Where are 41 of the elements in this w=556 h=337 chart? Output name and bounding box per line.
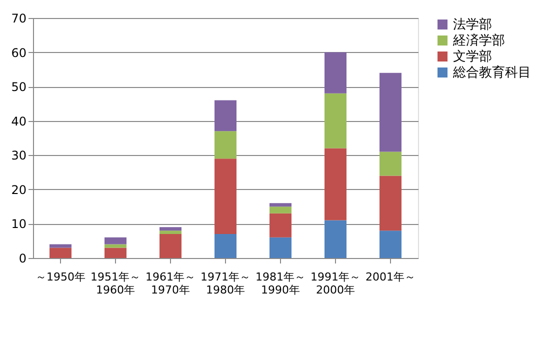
bar bbox=[324, 93, 346, 148]
bar bbox=[380, 72, 402, 152]
x-tick-label: 1971年～ 1980年 bbox=[200, 270, 250, 296]
bar bbox=[214, 100, 236, 132]
legend-label: 総合教育科目 bbox=[452, 64, 531, 80]
bar bbox=[50, 248, 72, 258]
x-tick-label: 2001年～ bbox=[366, 270, 416, 284]
x-tick-label: 1981年～ 1990年 bbox=[256, 270, 306, 296]
bar bbox=[270, 213, 292, 238]
bar bbox=[214, 131, 236, 159]
bar bbox=[270, 237, 292, 258]
bar bbox=[324, 148, 346, 220]
x-tick-label: 1991年～ 2000年 bbox=[310, 270, 360, 296]
bar bbox=[324, 220, 346, 258]
bar bbox=[270, 203, 292, 207]
y-tick-label: 40 bbox=[11, 114, 26, 128]
legend-label: 経済学部 bbox=[452, 32, 505, 48]
x-tick-label: 1951年～ 1960年 bbox=[90, 270, 140, 296]
bar bbox=[160, 234, 182, 258]
bar bbox=[160, 230, 182, 234]
bar bbox=[214, 234, 236, 258]
legend-label: 法学部 bbox=[453, 18, 492, 32]
bar bbox=[380, 230, 402, 258]
y-tick-label: 60 bbox=[11, 46, 26, 60]
bar bbox=[160, 227, 182, 231]
legend-label: 文学部 bbox=[453, 50, 492, 64]
y-tick-label: 30 bbox=[11, 148, 26, 163]
bar bbox=[324, 52, 346, 94]
bar bbox=[270, 206, 292, 214]
bar bbox=[104, 248, 126, 258]
bar bbox=[104, 237, 126, 244]
y-tick-label: 0 bbox=[18, 252, 26, 266]
x-tick-label: 1961年～ 1970年 bbox=[146, 270, 196, 296]
y-tick-label: 50 bbox=[11, 80, 26, 94]
bar bbox=[380, 176, 402, 231]
y-tick-label: 20 bbox=[11, 182, 26, 197]
x-tick-label: ～1950年 bbox=[36, 270, 86, 284]
bar bbox=[214, 158, 236, 234]
y-tick-label: 70 bbox=[11, 12, 26, 26]
y-tick-label: 10 bbox=[11, 217, 26, 232]
bar bbox=[380, 152, 402, 176]
